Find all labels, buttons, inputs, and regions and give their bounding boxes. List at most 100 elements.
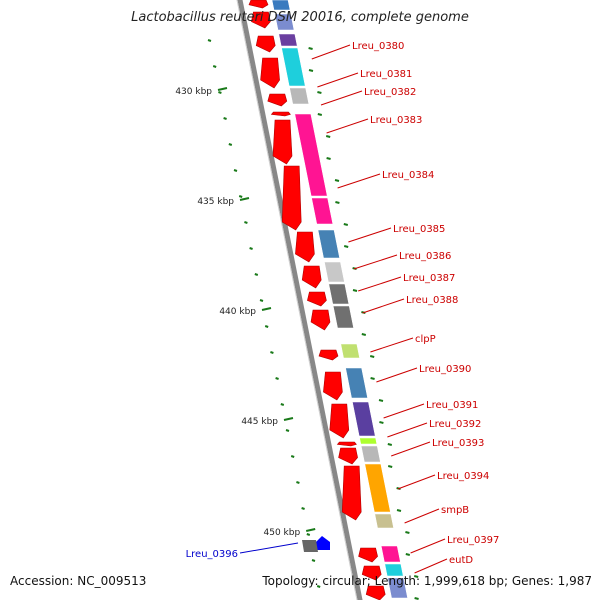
cog-block bbox=[387, 577, 408, 599]
cds-arrow bbox=[323, 371, 343, 401]
gc-dot bbox=[280, 403, 285, 406]
cds-arrow bbox=[267, 93, 288, 107]
gc-dot bbox=[311, 559, 316, 562]
gc-dot bbox=[387, 443, 393, 446]
cog-block bbox=[364, 463, 391, 513]
cog-block bbox=[352, 401, 376, 437]
gene-label: Lreu_0384 bbox=[382, 170, 434, 181]
cds-arrow bbox=[281, 165, 302, 231]
accession-label: Accession: NC_009513 bbox=[10, 574, 147, 588]
gc-dot bbox=[285, 429, 290, 432]
gc-dot bbox=[352, 289, 358, 292]
cog-block bbox=[359, 437, 378, 445]
gc-dot bbox=[413, 575, 419, 578]
cog-block bbox=[302, 540, 318, 552]
tick-mark bbox=[283, 417, 294, 421]
gc-dot bbox=[264, 325, 269, 328]
cds-arrow bbox=[318, 349, 339, 361]
backbone-edge bbox=[236, 0, 358, 600]
gc-dot bbox=[233, 169, 238, 172]
leader-line bbox=[397, 474, 436, 490]
gc-dot bbox=[414, 597, 419, 600]
gc-dot bbox=[317, 91, 322, 94]
cds-arrow bbox=[255, 35, 276, 53]
gene-label: Lreu_0388 bbox=[406, 295, 458, 306]
gc-dot bbox=[259, 299, 264, 302]
gc-dot bbox=[361, 333, 367, 336]
cds-arrow bbox=[301, 265, 322, 289]
cds-arrow bbox=[270, 111, 291, 117]
leader-line bbox=[370, 337, 414, 353]
cog-block bbox=[374, 513, 394, 529]
gc-dot-track bbox=[207, 39, 419, 600]
cog-block bbox=[345, 367, 368, 399]
gc-dot bbox=[369, 355, 375, 358]
gc-dot bbox=[308, 47, 313, 50]
cds-arrow bbox=[272, 119, 293, 165]
leader-line bbox=[239, 542, 299, 554]
gene-label: Lreu_0385 bbox=[393, 224, 445, 235]
cog-block bbox=[271, 0, 291, 11]
cds-arrow bbox=[358, 547, 378, 563]
gc-dot bbox=[325, 135, 331, 138]
gc-dot bbox=[301, 507, 305, 510]
cds-arrow bbox=[365, 585, 386, 600]
gc-dot bbox=[290, 455, 295, 458]
gc-dot bbox=[387, 465, 393, 468]
leader-line bbox=[348, 227, 392, 243]
cds-arrow bbox=[295, 231, 315, 263]
gc-dot bbox=[296, 481, 300, 484]
leader-line bbox=[337, 173, 381, 189]
cog-block bbox=[328, 283, 350, 305]
gc-dot bbox=[316, 585, 321, 588]
leader-line bbox=[358, 276, 402, 292]
leader-line bbox=[311, 44, 351, 60]
tick-mark bbox=[217, 87, 228, 91]
gc-dot bbox=[249, 247, 253, 250]
tick-label: 445 kbp bbox=[241, 417, 278, 427]
cog-block bbox=[289, 87, 310, 105]
tick-mark bbox=[239, 197, 250, 201]
gene-label: Lreu_0386 bbox=[399, 251, 451, 262]
gc-dot bbox=[334, 179, 340, 182]
gc-dot bbox=[396, 509, 402, 512]
leader-line bbox=[320, 90, 363, 106]
gene-label: Lreu_0392 bbox=[429, 419, 481, 430]
cog-block bbox=[360, 445, 381, 463]
backbone-line bbox=[237, 0, 363, 600]
cog-block bbox=[332, 305, 354, 329]
cds-arrow bbox=[251, 11, 271, 29]
gc-dot bbox=[370, 377, 375, 380]
cds-arrow bbox=[329, 403, 350, 439]
leader-line bbox=[387, 422, 428, 438]
tick-mark bbox=[261, 307, 272, 311]
gene-label: Lreu_0383 bbox=[370, 115, 422, 126]
cog-block bbox=[324, 261, 345, 283]
gene-labels: Lreu_0380 Lreu_0381 Lreu_0382 Lreu_0383 Lreu… bbox=[186, 41, 499, 574]
cds-arrow bbox=[310, 309, 331, 331]
gene-label: clpP bbox=[415, 334, 436, 345]
gene-label: Lreu_0391 bbox=[426, 400, 478, 411]
cog-block bbox=[311, 197, 334, 225]
tick-label: 450 kbp bbox=[264, 528, 301, 538]
gene-label: Lreu_0393 bbox=[432, 438, 484, 449]
cds-arrow bbox=[336, 441, 357, 447]
gc-dot bbox=[228, 143, 233, 146]
cog-block bbox=[340, 343, 360, 359]
gc-dot bbox=[212, 65, 217, 68]
cog-block bbox=[380, 545, 401, 563]
gc-dot bbox=[378, 399, 384, 402]
cds-arrow bbox=[260, 57, 280, 89]
gc-dot bbox=[244, 221, 248, 224]
cog-block bbox=[278, 33, 298, 47]
gc-dot bbox=[379, 421, 384, 424]
gc-dot bbox=[275, 377, 279, 380]
gc-dot bbox=[254, 273, 259, 276]
tick-label: 440 kbp bbox=[219, 307, 256, 317]
gene-label: Lreu_0380 bbox=[352, 41, 404, 52]
gc-dot bbox=[343, 245, 349, 248]
gene-label: Lreu_0394 bbox=[437, 471, 489, 482]
gc-dot bbox=[270, 351, 274, 354]
